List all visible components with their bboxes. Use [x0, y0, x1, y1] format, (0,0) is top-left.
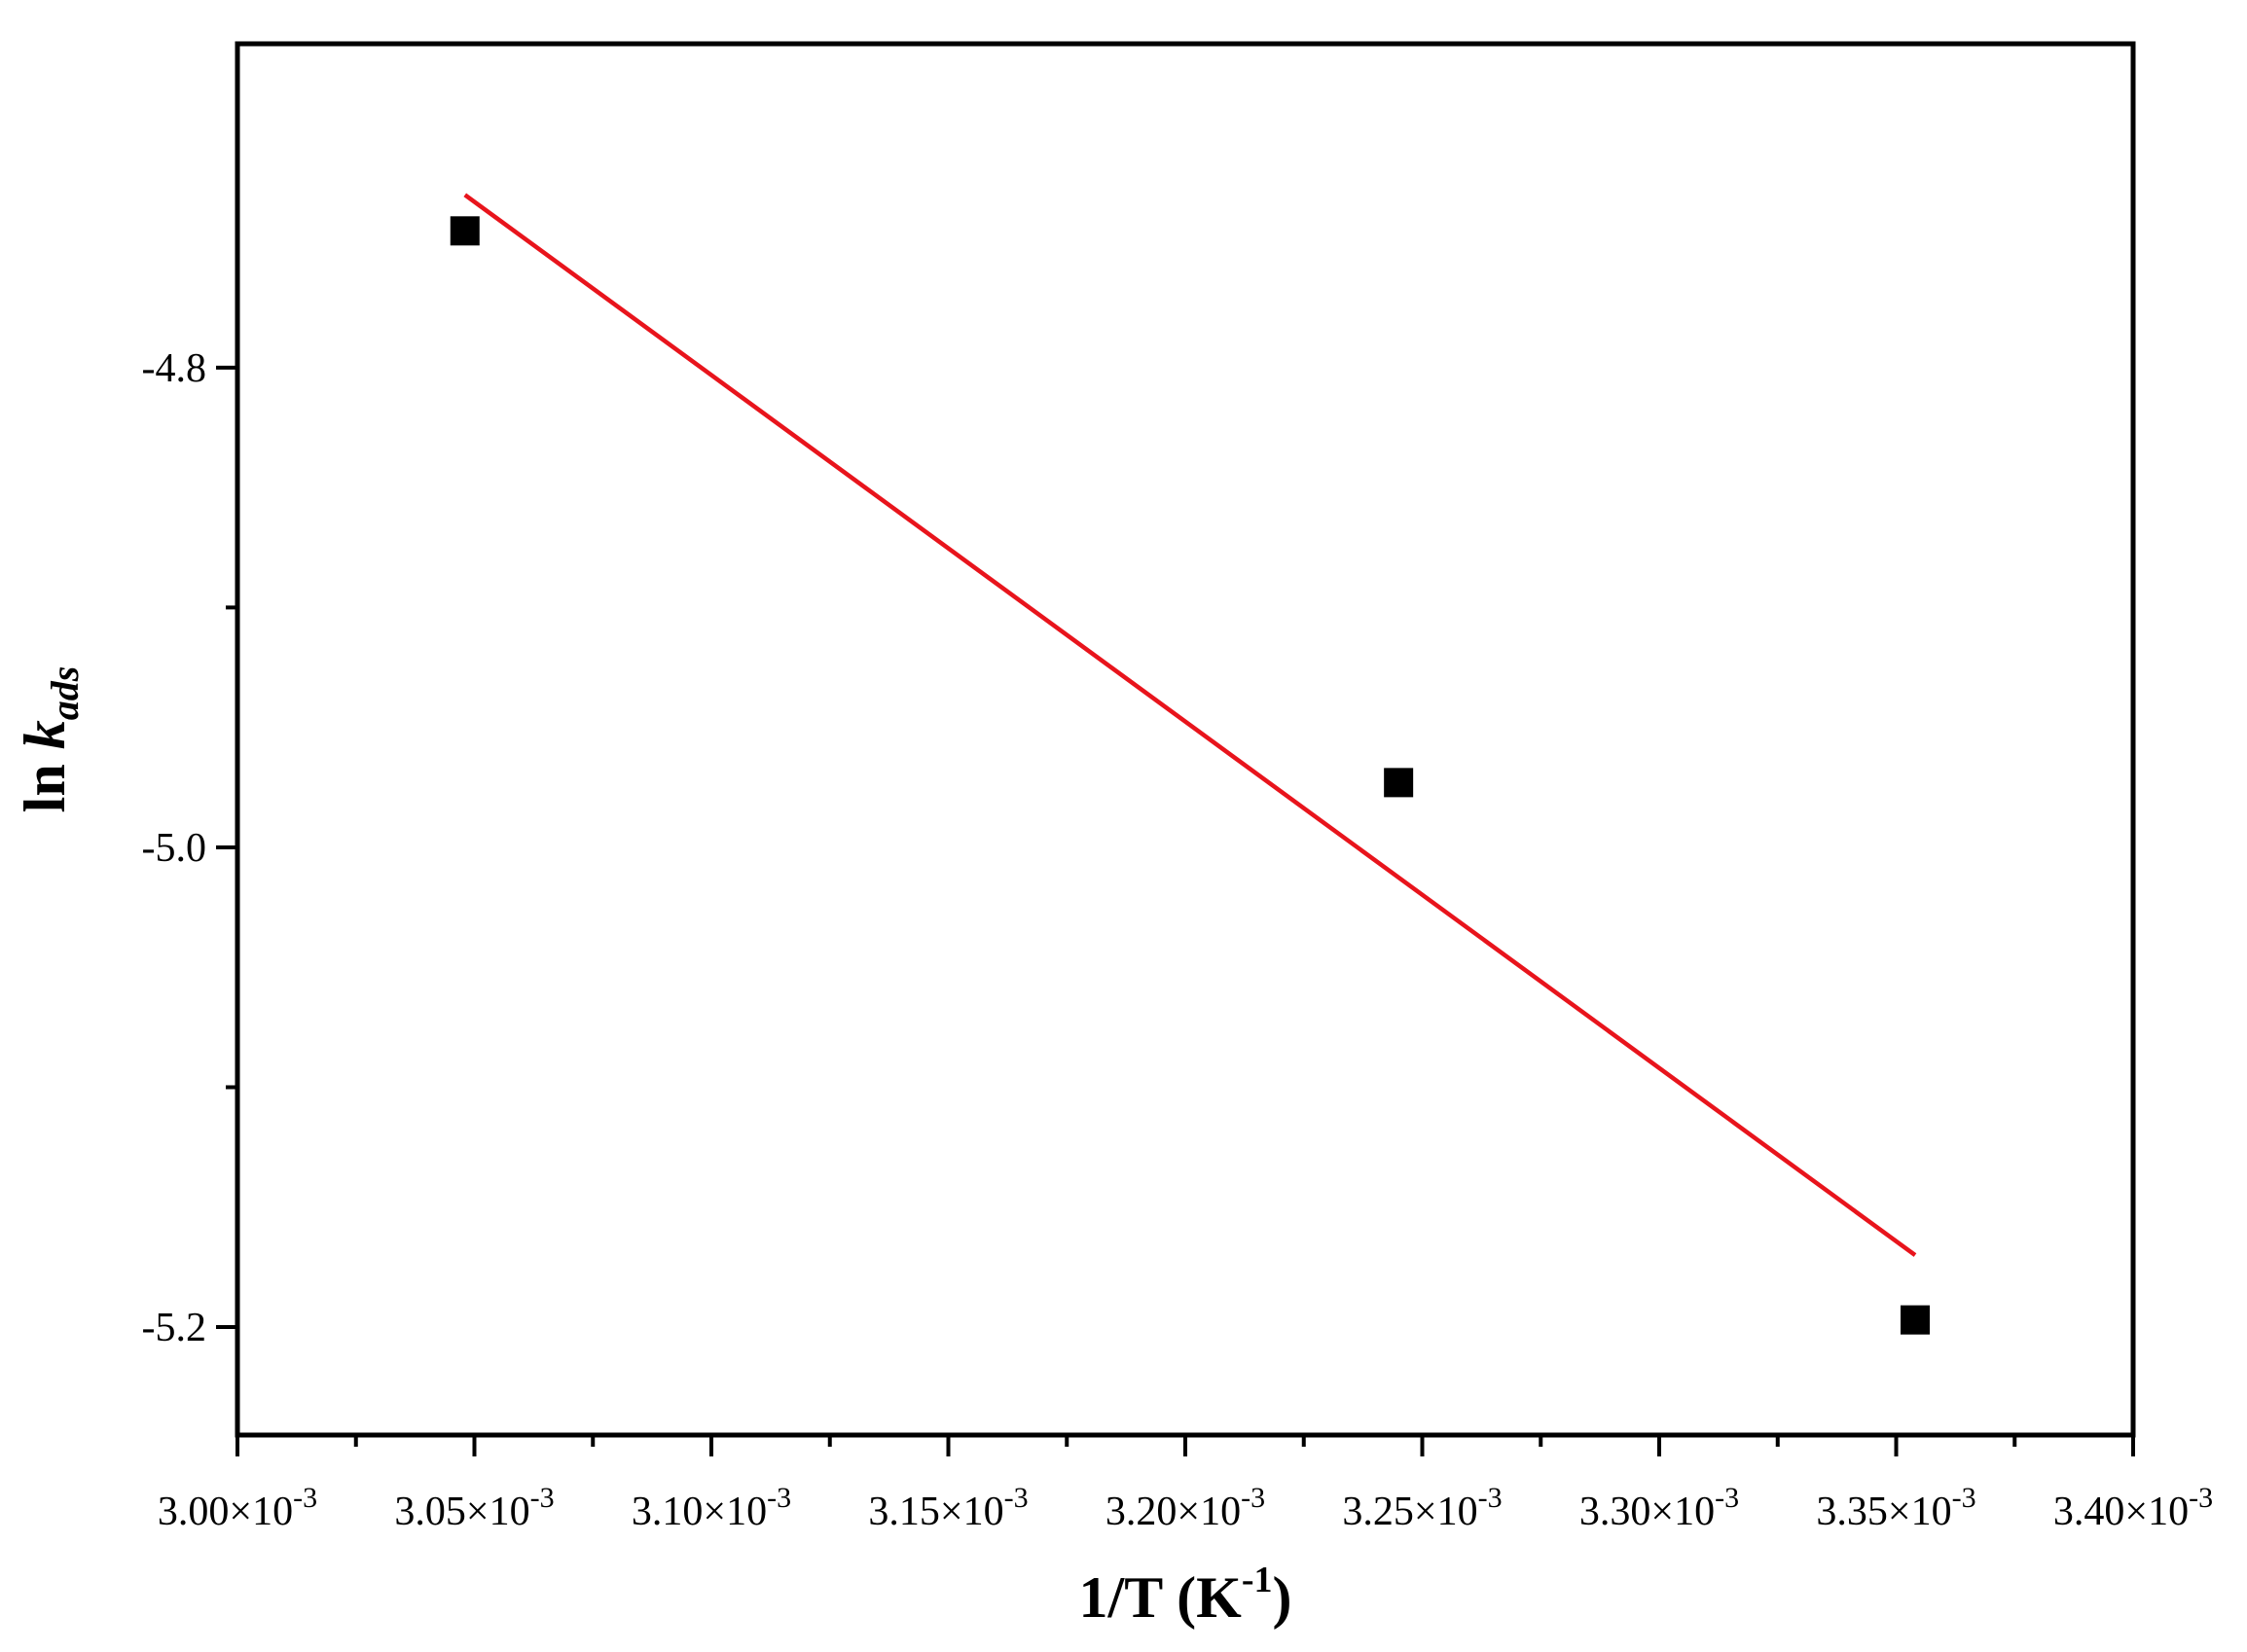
- x-tick-exponent: -3: [1241, 1482, 1265, 1514]
- x-tick-label: 3.00×10-3: [158, 1482, 317, 1534]
- y-axis-title-main: ln: [13, 749, 77, 812]
- y-axis-title-var: k: [13, 720, 77, 749]
- fit-line: [463, 193, 1917, 1257]
- x-tick-exponent: -3: [1952, 1482, 1976, 1514]
- y-tick-label: -5.2: [142, 1306, 207, 1350]
- x-tick-label: 3.35×10-3: [1816, 1482, 1975, 1534]
- data-point: [1384, 768, 1414, 798]
- data-point: [450, 216, 480, 246]
- x-tick-exponent: -3: [293, 1482, 317, 1514]
- x-tick-mantissa: 3.35×10: [1816, 1490, 1951, 1534]
- x-tick-label: 3.40×10-3: [2053, 1482, 2213, 1534]
- x-tick-exponent: -3: [1715, 1482, 1739, 1514]
- x-tick-mantissa: 3.40×10: [2053, 1490, 2189, 1534]
- x-tick-label: 3.05×10-3: [394, 1482, 554, 1534]
- x-tick-mantissa: 3.15×10: [868, 1490, 1003, 1534]
- x-tick-mantissa: 3.05×10: [394, 1490, 529, 1534]
- x-tick-exponent: -3: [530, 1482, 555, 1514]
- x-tick-labels: 3.00×10-3 3.05×10-3 3.10×10-3 3.15×10-3 3.20…: [158, 1482, 2213, 1534]
- x-tick-mantissa: 3.00×10: [158, 1490, 293, 1534]
- y-tick-label: -4.8: [142, 346, 207, 391]
- x-tick-mantissa: 3.30×10: [1579, 1490, 1715, 1534]
- x-tick-label: 3.15×10-3: [868, 1482, 1028, 1534]
- minor-ticks: [226, 605, 2017, 1447]
- data-points: [450, 216, 1930, 1335]
- plot-frame: [235, 41, 2136, 1438]
- x-axis-title-close: ): [1272, 1565, 1291, 1630]
- x-tick-mantissa: 3.20×10: [1105, 1490, 1241, 1534]
- x-tick-label: 3.10×10-3: [632, 1482, 791, 1534]
- y-axis-title-sub: ads: [43, 666, 87, 721]
- x-tick-exponent: -3: [1478, 1482, 1503, 1514]
- major-ticks: [216, 365, 2135, 1456]
- x-axis-title: 1/T (K-1): [1079, 1560, 1292, 1630]
- y-axis-title: ln kads: [13, 666, 87, 813]
- fit-line-group: [463, 193, 1917, 1257]
- y-tick-labels: -4.8 -5.0 -5.2: [142, 346, 207, 1350]
- x-tick-mantissa: 3.25×10: [1342, 1490, 1477, 1534]
- y-tick-label: -5.0: [142, 826, 207, 871]
- x-axis-title-main: 1/T (K: [1079, 1565, 1243, 1630]
- x-tick-exponent: -3: [767, 1482, 791, 1514]
- x-tick-mantissa: 3.10×10: [632, 1490, 767, 1534]
- x-tick-exponent: -3: [1004, 1482, 1029, 1514]
- data-point: [1900, 1305, 1930, 1335]
- x-tick-exponent: -3: [2189, 1482, 2213, 1514]
- x-tick-label: 3.20×10-3: [1105, 1482, 1265, 1534]
- x-tick-label: 3.30×10-3: [1579, 1482, 1739, 1534]
- x-axis-title-sup: -1: [1242, 1560, 1273, 1600]
- x-tick-label: 3.25×10-3: [1342, 1482, 1502, 1534]
